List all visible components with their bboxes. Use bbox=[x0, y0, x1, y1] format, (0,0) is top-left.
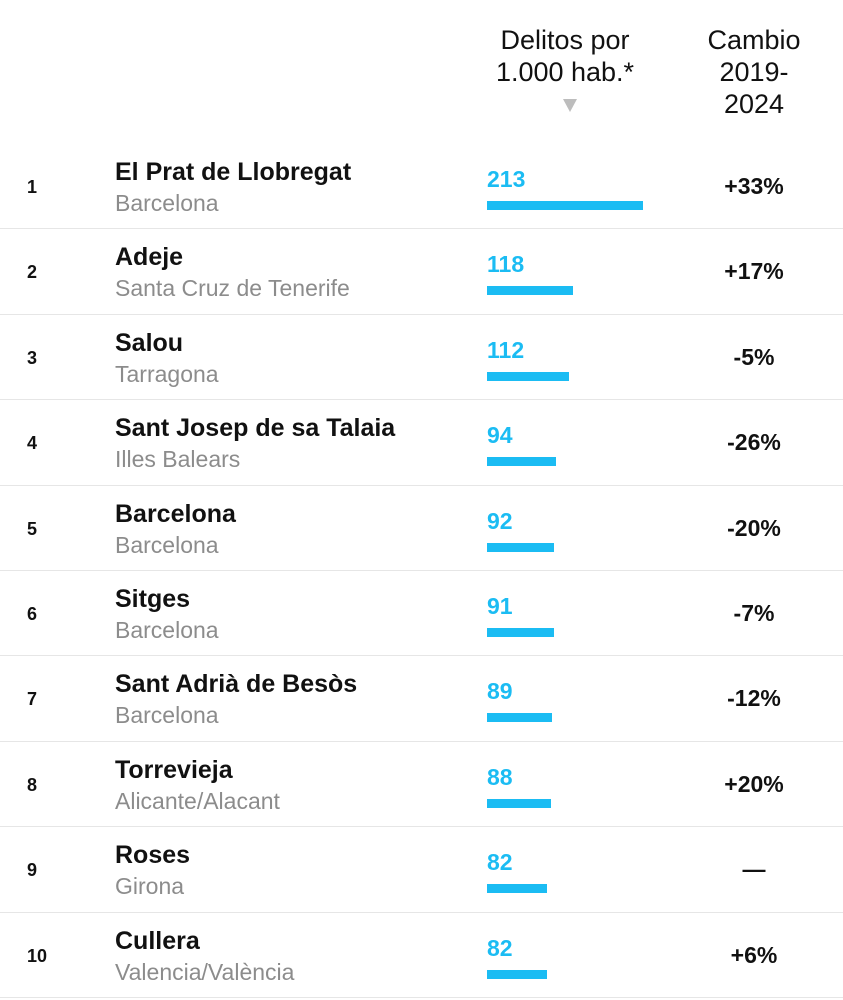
rate-value-label: 112 bbox=[487, 336, 525, 363]
province-name: Barcelona bbox=[115, 702, 219, 729]
municipality-name: Cullera bbox=[115, 926, 200, 955]
rate-bar bbox=[487, 201, 643, 210]
rate-bar bbox=[487, 884, 547, 894]
province-name: Santa Cruz de Tenerife bbox=[115, 275, 350, 302]
municipality-name: Adeje bbox=[115, 243, 184, 272]
rate-bar bbox=[487, 457, 556, 467]
rank-number: 4 bbox=[27, 433, 38, 454]
municipality-name: Salou bbox=[115, 328, 184, 357]
rank-number: 7 bbox=[27, 689, 38, 710]
table-row: 6 Sitges Barcelona 91 -7% bbox=[0, 571, 843, 657]
province-name: Barcelona bbox=[115, 616, 219, 643]
province-name: Barcelona bbox=[115, 190, 219, 216]
rate-value-label: 91 bbox=[487, 592, 513, 619]
rank-number: 6 bbox=[27, 603, 38, 624]
province-name: Alicante/Alacant bbox=[115, 787, 280, 814]
table-row: 10 Cullera Valencia/València 82 +6% bbox=[0, 913, 843, 998]
change-value: -20% bbox=[727, 514, 781, 541]
rate-value-label: 82 bbox=[487, 849, 513, 876]
rate-bar bbox=[487, 713, 552, 723]
rate-value-label: 94 bbox=[487, 422, 513, 449]
municipality-name: El Prat de Llobregat bbox=[115, 158, 352, 186]
column-header-rate-line2: 1.000 hab.* bbox=[495, 57, 635, 87]
change-value: +17% bbox=[724, 258, 784, 285]
rate-bar bbox=[487, 371, 569, 381]
rank-number: 10 bbox=[27, 945, 48, 966]
change-value: -12% bbox=[727, 685, 781, 712]
province-name: Illes Balears bbox=[115, 446, 241, 473]
rate-value-label: 89 bbox=[487, 678, 513, 705]
sort-descending-icon[interactable] bbox=[563, 99, 577, 112]
rank-number: 3 bbox=[27, 347, 38, 368]
column-header-change-line2: 2019- bbox=[719, 57, 789, 87]
rank-number: 2 bbox=[27, 262, 38, 283]
province-name: Tarragona bbox=[115, 360, 219, 387]
municipality-name: Roses bbox=[115, 841, 191, 870]
rank-number: 5 bbox=[27, 518, 38, 539]
change-value: +20% bbox=[724, 770, 784, 797]
change-value: +6% bbox=[730, 941, 778, 968]
rank-number: 9 bbox=[27, 860, 38, 881]
column-header-change[interactable]: Cambio 2019- 2024 bbox=[672, 24, 836, 120]
rate-value-label: 213 bbox=[487, 166, 526, 192]
table-row: 7 Sant Adrià de Besòs Barcelona 89 -12% bbox=[0, 656, 843, 742]
province-name: Girona bbox=[115, 873, 185, 900]
table-row: 5 Barcelona Barcelona 92 -20% bbox=[0, 486, 843, 571]
rate-value-label: 82 bbox=[487, 934, 513, 961]
province-name: Barcelona bbox=[115, 531, 219, 558]
column-header-rate[interactable]: Delitos por 1.000 hab.* bbox=[465, 24, 665, 88]
change-value: -7% bbox=[733, 599, 775, 626]
municipality-name: Sitges bbox=[115, 584, 191, 613]
change-value: -26% bbox=[727, 429, 781, 456]
rate-bar bbox=[487, 542, 554, 552]
change-value: +33% bbox=[724, 173, 784, 199]
column-header-change-line3: 2024 bbox=[723, 89, 785, 119]
province-name: Valencia/València bbox=[115, 958, 295, 985]
municipality-name: Torrevieja bbox=[115, 755, 233, 784]
table-row: 2 Adeje Santa Cruz de Tenerife 118 +17% bbox=[0, 229, 843, 315]
column-header-change-line1: Cambio bbox=[707, 25, 801, 55]
change-value: — bbox=[742, 856, 766, 883]
table-row: 9 Roses Girona 82 — bbox=[0, 827, 843, 913]
table-row: 3 Salou Tarragona 112 -5% bbox=[0, 315, 843, 401]
rate-value-label: 118 bbox=[487, 251, 525, 278]
table-row: 1 El Prat de Llobregat Barcelona 213 +33% bbox=[0, 144, 843, 230]
rate-bar bbox=[487, 627, 554, 637]
municipality-name: Sant Adrià de Besòs bbox=[115, 670, 358, 699]
table-header: Delitos por 1.000 hab.* Cambio 2019- 202… bbox=[0, 0, 843, 142]
ranking-table: 1 El Prat de Llobregat Barcelona 213 +33% 2 Ad… bbox=[0, 144, 843, 998]
rate-bar bbox=[487, 969, 547, 979]
rate-bar bbox=[487, 286, 573, 296]
rank-number: 1 bbox=[27, 177, 38, 197]
table-row: 8 Torrevieja Alicante/Alacant 88 +20% bbox=[0, 742, 843, 828]
change-value: -5% bbox=[733, 343, 775, 370]
rate-value-label: 88 bbox=[487, 763, 513, 790]
municipality-name: Sant Josep de sa Talaia bbox=[115, 414, 396, 443]
table-row: 4 Sant Josep de sa Talaia Illes Balears 94 -… bbox=[0, 400, 843, 486]
rate-value-label: 92 bbox=[487, 507, 513, 534]
rate-bar bbox=[487, 798, 551, 808]
municipality-name: Barcelona bbox=[115, 499, 236, 528]
rank-number: 8 bbox=[27, 774, 38, 795]
column-header-rate-line1: Delitos por bbox=[500, 25, 630, 55]
